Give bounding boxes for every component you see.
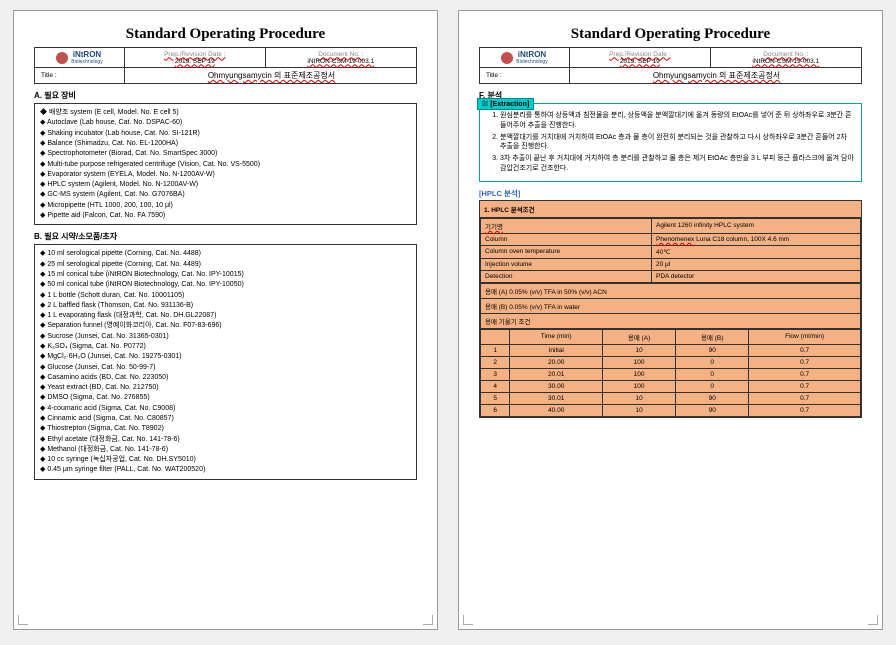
logo: iNtRON Biotechnology bbox=[39, 50, 120, 65]
table-row: 640.0010900.7 bbox=[481, 404, 861, 416]
table-row: Injection volume20 μl bbox=[481, 258, 861, 270]
logo-icon bbox=[56, 52, 68, 64]
list-item: K₂SO₄ (Sigma, Cat. No. P0772) bbox=[40, 342, 411, 351]
list-item: Thiostrepton (Sigma, Cat. No. T8902) bbox=[40, 424, 411, 433]
list-item: Cinnamic acid (Sigma, Cat. No. C80857) bbox=[40, 414, 411, 423]
extraction-tag: [Extraction] bbox=[477, 98, 534, 110]
list-item: GC-MS system (Agilent, Cat. No. G7076BA) bbox=[40, 190, 411, 199]
list-b: 10 ml serological pipette (Corning, Cat.… bbox=[34, 244, 417, 479]
list-item: Separation funnel (영예이화코리아, Cat. No. F07… bbox=[40, 321, 411, 330]
list-item: HPLC system (Agilent, Model. No. N-1200A… bbox=[40, 180, 411, 189]
list-item: 0.45 μm syringe filter (PALL, Cat. No. W… bbox=[40, 465, 411, 474]
hplc-label: [HPLC 분석] bbox=[479, 188, 862, 199]
table-row: ColumnPhenomenex Luna C18 column, 100X 4… bbox=[481, 233, 861, 245]
section-a-head: A. 필요 장비 bbox=[34, 90, 417, 101]
list-item: Glucose (Junsei, Cat. No. 50-99-7) bbox=[40, 363, 411, 372]
doc-label: Document No. : bbox=[318, 51, 363, 58]
hplc-solvent-table: 용매 (A) 0.05% (v/v) TFA in 50% (v/v) ACN … bbox=[480, 283, 861, 329]
list-item: Shaking incubator (Lab house, Cat. No. S… bbox=[40, 129, 411, 138]
list-item: MgCl₂·6H₂O (Junsei, Cat. No. 19275-0301) bbox=[40, 352, 411, 361]
list-item: 3차 추출이 끝난 후 거치대에 거치하여 층 분리를 관찰하고 물 층은 제거… bbox=[500, 154, 855, 174]
hplc-head: 1. HPLC 분석조건 bbox=[480, 201, 861, 218]
list-item: 원심분리를 통하여 상등액과 침전물을 분리, 상등액을 분액깔대기에 옮겨 동… bbox=[500, 111, 855, 131]
doc-val: iNtRON-CSM-19-003.1 bbox=[307, 58, 374, 65]
list-item: 배양조 system (E cell, Model. No. E cell 5) bbox=[40, 108, 411, 117]
list-item: 15 ml conical tube (iNtRON Biotechnology… bbox=[40, 270, 411, 279]
list-item: 10 ml serological pipette (Corning, Cat.… bbox=[40, 249, 411, 258]
list-item: Sucrose (Junsei, Cat. No. 31365-0301) bbox=[40, 332, 411, 341]
list-item: 분액깔대기를 거치대에 거치하여 EtOAc 층과 물 층이 완전히 분리되는 … bbox=[500, 133, 855, 153]
hplc-gradient-table: Time (min)용매 (A)용매 (B)Flow (ml/min)1Init… bbox=[480, 329, 861, 417]
section-f-head: F. 분석 bbox=[479, 90, 862, 101]
list-item: Yeast extract (BD, Cat. No. 212750) bbox=[40, 383, 411, 392]
list-item: Evaporator system (EYELA, Model. No. N-1… bbox=[40, 170, 411, 179]
table-row: 430.0010000.7 bbox=[481, 380, 861, 392]
list-item: Micropipette (HTL 1000, 200, 100, 10 μl) bbox=[40, 201, 411, 210]
list-item: 4-coumaric acid (Sigma, Cat. No. C9008) bbox=[40, 404, 411, 413]
doc-title: Ohmyungsamycin 의 표준제조공정서 bbox=[208, 71, 335, 80]
table-row: DetectionPDA detector bbox=[481, 270, 861, 282]
list-item: Multi-tube purpose refrigerated centrifu… bbox=[40, 160, 411, 169]
list-item: 2 L baffled flask (Thomson, Cat. No. 931… bbox=[40, 301, 411, 310]
list-item: Spectrophotometer (Biorad, Cat. No. Smar… bbox=[40, 149, 411, 158]
main-title-2: Standard Operating Procedure bbox=[479, 26, 862, 43]
list-item: 1 L evaporating flask (대정과학, Cat. No. DH… bbox=[40, 311, 411, 320]
table-row: Column oven temperature40℃ bbox=[481, 245, 861, 258]
logo-icon-2 bbox=[501, 52, 513, 64]
header-table: iNtRON Biotechnology Prep./Revision Date… bbox=[34, 47, 417, 84]
list-item: Pipette aid (Falcon, Cat. No. FA 7590) bbox=[40, 211, 411, 220]
table-row: 1Initial10900.7 bbox=[481, 344, 861, 356]
hplc-box: 1. HPLC 분석조건 기기명Agilent 1260 infinity HP… bbox=[479, 200, 862, 418]
list-item: Ethyl acetate (대정화금, Cat. No. 141-78-6) bbox=[40, 435, 411, 444]
hplc-params-table: 기기명Agilent 1260 infinity HPLC systemColu… bbox=[480, 218, 861, 283]
extraction-box: [Extraction] 원심분리를 통하여 상등액과 침전물을 분리, 상등액… bbox=[479, 103, 862, 182]
table-row: 기기명Agilent 1260 infinity HPLC system bbox=[481, 218, 861, 233]
extraction-list: 원심분리를 통하여 상등액과 침전물을 분리, 상등액을 분액깔대기에 옮겨 동… bbox=[500, 111, 855, 174]
table-row: 530.0110900.7 bbox=[481, 392, 861, 404]
list-item: 25 ml serological pipette (Corning, Cat.… bbox=[40, 260, 411, 269]
page-1: Standard Operating Procedure iNtRON Biot… bbox=[13, 10, 438, 630]
list-item: 1 L bottle (Schott duran, Cat. No. 10001… bbox=[40, 291, 411, 300]
table-row: 220.0010000.7 bbox=[481, 356, 861, 368]
list-item: 50 ml conical tube (iNtRON Biotechnology… bbox=[40, 280, 411, 289]
table-row: 320.0110000.7 bbox=[481, 368, 861, 380]
table-row: Time (min)용매 (A)용매 (B)Flow (ml/min) bbox=[481, 329, 861, 344]
prep-label: Prep./Revision Date : bbox=[164, 51, 225, 58]
header-table-2: iNtRON Biotechnology Prep./Revision Date… bbox=[479, 47, 862, 84]
section-b-head: B. 필요 시약/소모품/초자 bbox=[34, 231, 417, 242]
prep-val: 2019. SEP 19 bbox=[175, 58, 215, 65]
list-item: Casamino acids (BD, Cat. No. 223050) bbox=[40, 373, 411, 382]
list-a: 배양조 system (E cell, Model. No. E cell 5)… bbox=[34, 103, 417, 225]
list-item: Autoclave (Lab house, Cat. No. DSPAC-60) bbox=[40, 118, 411, 127]
list-item: Balance (Shimadzu, Cat. No. EL-1200HA) bbox=[40, 139, 411, 148]
list-item: Methanol (대정화금, Cat. No. 141-78-6) bbox=[40, 445, 411, 454]
page-2: Standard Operating Procedure iNtRON Biot… bbox=[458, 10, 883, 630]
logo-2: iNtRON Biotechnology bbox=[484, 50, 565, 65]
list-item: DMSO (Sigma, Cat. No. 276855) bbox=[40, 393, 411, 402]
main-title: Standard Operating Procedure bbox=[34, 26, 417, 43]
list-item: 10 cc syringe (녹십자공업, Cat. No. DH.SY5010… bbox=[40, 455, 411, 464]
title-label: Title : bbox=[35, 68, 125, 84]
